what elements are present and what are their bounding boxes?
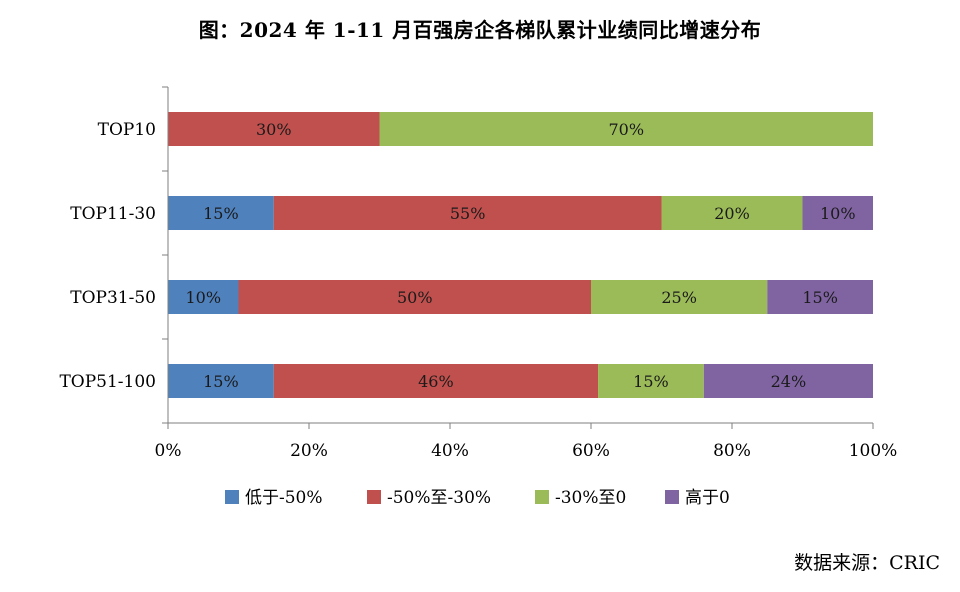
bar-segment <box>591 280 768 314</box>
data-label: 46% <box>418 372 454 391</box>
bar-segment <box>273 196 662 230</box>
legend: 低于-50% -50%至-30% -30%至0 高于0 <box>225 488 730 508</box>
data-label: 24% <box>771 372 807 391</box>
bars-layer: 30% 70% 15% 55% 20% 10% 10% 50% 25% 15% 15% 46% 15% 2… <box>168 112 873 398</box>
data-label: 15% <box>203 372 239 391</box>
x-tick-label: 80% <box>713 441 751 461</box>
bar-segment <box>168 196 274 230</box>
x-tick-label: 100% <box>849 441 898 461</box>
category-label: TOP51-100 <box>59 372 156 392</box>
x-tick-label: 40% <box>431 441 469 461</box>
bar-segment <box>168 364 274 398</box>
bar-segment <box>238 280 591 314</box>
legend-label: -30%至0 <box>555 488 626 508</box>
chart-title: 图：2024 年 1-11 月百强房企各梯队累计业绩同比增速分布 <box>198 18 762 42</box>
data-label: 55% <box>450 204 486 223</box>
bar-segment <box>598 364 704 398</box>
bar-segment <box>168 112 380 146</box>
data-label: 50% <box>397 288 433 307</box>
x-tick-label: 60% <box>572 441 610 461</box>
bar-segment <box>379 112 873 146</box>
legend-swatch <box>225 490 239 504</box>
data-label: 25% <box>661 288 697 307</box>
data-label: 30% <box>256 120 292 139</box>
bar-segment <box>703 364 873 398</box>
bar-segment <box>273 364 599 398</box>
bar-segment <box>767 280 873 314</box>
axes-layer: TOP10 TOP11-30 TOP31-50 TOP51-100 0% 20% 40% 60… <box>59 86 898 461</box>
data-label: 20% <box>714 204 750 223</box>
legend-swatch <box>665 490 679 504</box>
x-tick-label: 0% <box>155 441 182 461</box>
data-label: 15% <box>802 288 838 307</box>
data-label: 70% <box>608 120 644 139</box>
category-label: TOP31-50 <box>70 288 156 308</box>
x-tick-label: 20% <box>290 441 328 461</box>
legend-label: 低于-50% <box>245 488 323 508</box>
bar-segment <box>661 196 803 230</box>
data-label: 15% <box>203 204 239 223</box>
legend-label: 高于0 <box>685 488 730 508</box>
legend-label: -50%至-30% <box>387 488 491 508</box>
bar-segment <box>802 196 873 230</box>
data-label: 10% <box>820 204 856 223</box>
category-label: TOP10 <box>98 120 156 140</box>
category-label: TOP11-30 <box>70 204 156 224</box>
data-label: 10% <box>185 288 221 307</box>
source-note: 数据来源：CRIC <box>794 552 940 574</box>
data-label: 15% <box>633 372 669 391</box>
legend-swatch <box>367 490 381 504</box>
legend-swatch <box>535 490 549 504</box>
bar-segment <box>168 280 239 314</box>
